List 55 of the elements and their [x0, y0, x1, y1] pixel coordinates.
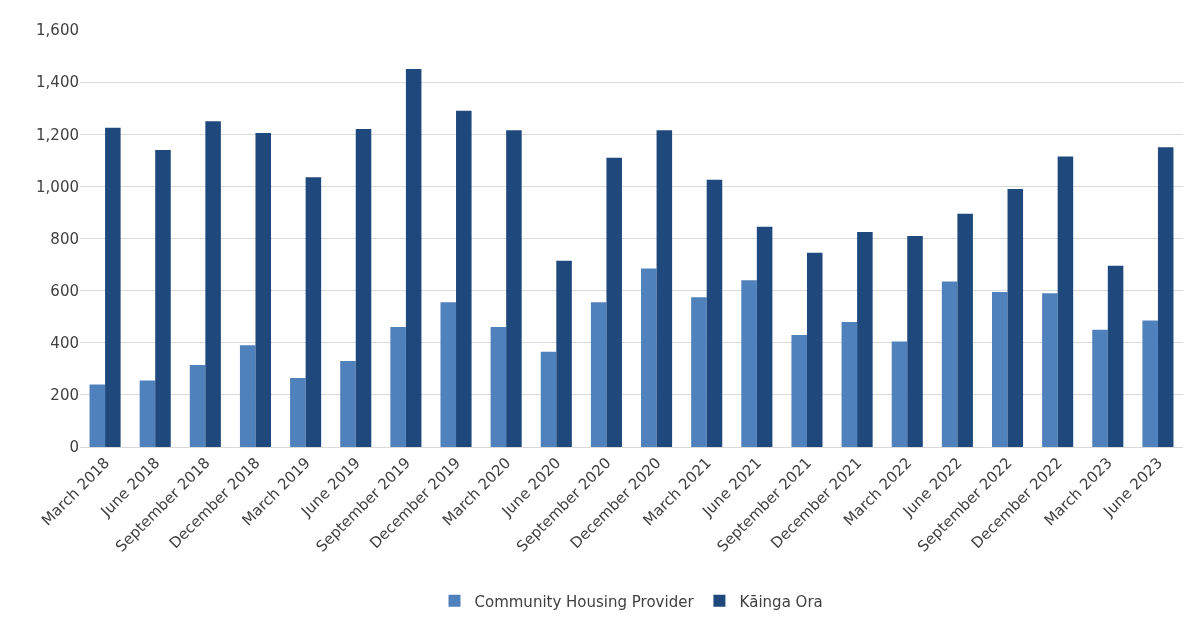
- bar: [741, 280, 757, 447]
- bar: [791, 334, 807, 447]
- bar: [355, 129, 372, 447]
- y-tick-label: 200: [50, 386, 79, 405]
- y-tick-label: 600: [50, 281, 79, 300]
- bar: [556, 260, 572, 447]
- bar: [806, 252, 823, 447]
- bar: [606, 157, 622, 447]
- bar: [506, 130, 522, 447]
- bar: [139, 380, 156, 447]
- bar: [957, 213, 973, 447]
- bar: [105, 127, 121, 447]
- bar: [155, 149, 171, 447]
- legend-label: Kāinga Ora: [739, 592, 823, 611]
- bar: [857, 231, 873, 447]
- bar: [205, 121, 221, 447]
- y-tick-label: 1,000: [36, 177, 79, 196]
- bar: [706, 179, 723, 447]
- bar: [540, 351, 557, 447]
- bar: [89, 384, 106, 447]
- bar: [891, 341, 908, 447]
- y-tick-label: 1,400: [36, 73, 79, 92]
- bar: [656, 130, 673, 447]
- y-tick-label: 1,600: [36, 21, 79, 40]
- bar: [1107, 265, 1124, 447]
- bar: [405, 69, 422, 447]
- bar: [641, 268, 657, 447]
- bar: [756, 226, 773, 447]
- y-tick-label: 400: [50, 334, 79, 352]
- y-tick-label: 1,200: [36, 125, 79, 144]
- bar: [991, 291, 1008, 447]
- bar: [1092, 329, 1108, 447]
- bar: [691, 297, 707, 447]
- legend-label: Community Housing Provider: [474, 592, 695, 611]
- bar: [490, 327, 507, 447]
- bar: [239, 345, 256, 447]
- bar: [1007, 188, 1024, 447]
- bar: [290, 377, 306, 447]
- bar: [340, 360, 356, 447]
- bar: [255, 132, 272, 447]
- bar: [305, 177, 322, 447]
- bar: [1057, 156, 1074, 447]
- bar: [456, 110, 472, 447]
- bar: [390, 327, 406, 447]
- bar: [189, 364, 206, 447]
- bar: [440, 302, 457, 447]
- bar: [590, 302, 607, 447]
- bar: [941, 281, 958, 447]
- bar: [1157, 147, 1174, 447]
- bar: [1042, 293, 1058, 447]
- bar: [907, 235, 923, 447]
- bar: [841, 321, 858, 447]
- bar: [1142, 320, 1158, 447]
- y-tick-label: 800: [50, 229, 79, 248]
- y-tick-label: 0: [69, 438, 79, 457]
